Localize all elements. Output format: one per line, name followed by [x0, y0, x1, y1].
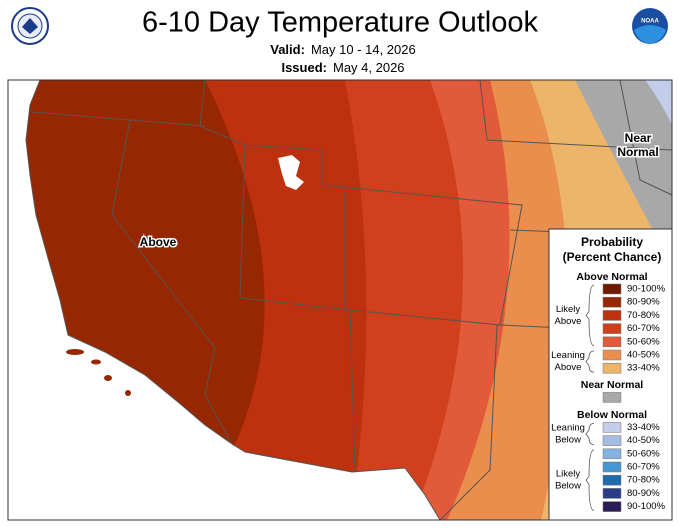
legend-group-label: Below [555, 435, 581, 446]
valid-dates: May 10 - 14, 2026 [311, 42, 416, 57]
legend-swatch [602, 323, 622, 334]
band-below-33-40 [645, 80, 672, 125]
legend-swatch [602, 336, 622, 348]
title: 6-10 Day Temperature Outlook [142, 7, 539, 39]
legend-swatch [602, 349, 622, 361]
region-label: Near [625, 131, 652, 145]
legend-range: 80-90% [627, 488, 660, 499]
legend-group-label: Likely [556, 304, 581, 315]
legend-range: 40-50% [627, 350, 660, 361]
legend-swatch [602, 488, 622, 499]
legend-swatch [602, 310, 622, 321]
legend-group-label: Likely [556, 469, 581, 480]
issued-date: May 4, 2026 [333, 60, 405, 75]
legend-group-label: Leaning [551, 423, 585, 434]
legend-range: 33-40% [627, 363, 660, 374]
legend-swatch [602, 422, 622, 433]
legend-range: 80-90% [627, 297, 660, 308]
logo-noaa: NOAA [632, 8, 668, 44]
legend-group-label: Above [555, 316, 582, 327]
legend-swatch [602, 501, 622, 512]
legend-swatch [602, 448, 622, 460]
valid-label: Valid: [270, 42, 305, 57]
issued-line: Issued: May 4, 2026 [281, 60, 404, 75]
issued-label: Issued: [281, 60, 327, 75]
legend-range: 40-50% [627, 435, 660, 446]
legend-swatch [602, 296, 622, 308]
islands [41, 224, 131, 396]
legend-section-heading: Near Normal [581, 379, 644, 391]
legend-section-heading: Above Normal [576, 271, 647, 283]
legend-group-label: Above [555, 362, 582, 373]
legend-group-label: Leaning [551, 350, 585, 361]
legend-brace [585, 423, 595, 445]
logo-text: NOAA [641, 19, 659, 25]
legend-group-label: Below [555, 481, 581, 492]
legend-swatch [602, 362, 622, 374]
legend-subtitle: (Percent Chance) [563, 250, 662, 264]
legend-section-heading: Below Normal [577, 409, 647, 421]
legend-swatch [602, 392, 622, 403]
legend-swatch [602, 474, 622, 486]
legend-range: 90-100% [627, 284, 666, 295]
valid-line: Valid: May 10 - 14, 2026 [270, 42, 415, 57]
region-label: Normal [617, 145, 658, 159]
legend-range: 90-100% [627, 501, 666, 512]
legend-range: 60-70% [627, 323, 660, 334]
legend-brace [585, 449, 595, 511]
region-label: Above [140, 235, 177, 249]
legend-range: 33-40% [627, 422, 660, 433]
legend-swatch [602, 283, 622, 295]
legend-range: 50-60% [627, 336, 660, 347]
legend-range: 70-80% [627, 310, 660, 321]
legend-swatch [602, 435, 622, 446]
legend-range: 70-80% [627, 475, 660, 486]
legend-title: Probability [581, 235, 643, 249]
legend: Probability (Percent Chance) Above Norma… [548, 228, 673, 521]
lake [278, 155, 304, 190]
legend-swatch [602, 461, 622, 473]
logo-doc [11, 7, 49, 45]
legend-range: 60-70% [627, 462, 660, 473]
legend-range: 50-60% [627, 448, 660, 459]
legend-brace [585, 284, 595, 347]
legend-brace [585, 350, 595, 373]
